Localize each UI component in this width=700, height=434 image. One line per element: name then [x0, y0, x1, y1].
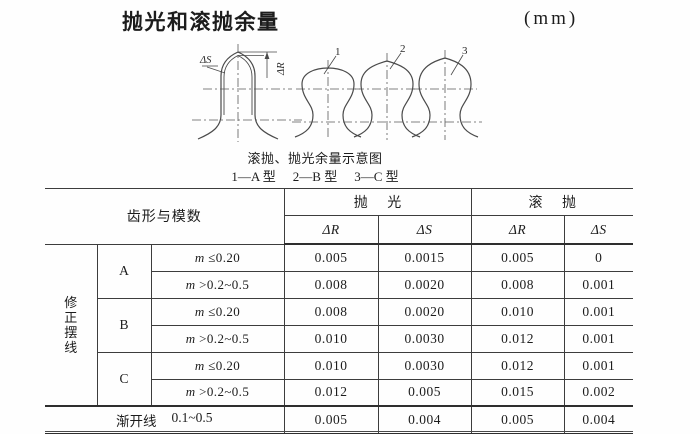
table-row: B m ≤0.20 0.008 0.0020 0.010 0.001: [45, 297, 634, 353]
legend-item-a: 1—A 型: [231, 169, 276, 184]
module-cell: m >0.2~0.5: [150, 270, 285, 299]
header-cell-polish: 抛 光: [283, 188, 472, 216]
value-cell: 0.002: [563, 378, 634, 407]
table-row: m >0.2~0.5 0.010 0.0030 0.012 0.001: [45, 324, 634, 353]
subheader-cell-polish-ds: ΔS: [377, 215, 472, 245]
dimension-lines: [202, 51, 464, 78]
value-cell: 0.008: [283, 270, 379, 299]
value-cell: 0.004: [377, 405, 472, 434]
table-footer-row: 渐开线 0.1~0.5 0.005 0.004 0.005 0.004: [45, 405, 634, 434]
type-cell-a: A: [96, 243, 152, 299]
delta-s-leader: [206, 66, 226, 74]
table-row: m >0.2~0.5 0.008 0.0020 0.008 0.001: [45, 270, 634, 299]
module-cell: m >0.2~0.5: [150, 324, 285, 353]
value-cell: 0.0020: [377, 297, 472, 326]
footer-label: 渐开线: [115, 414, 157, 429]
tooth-number-1: 1: [335, 46, 341, 58]
value-cell: 0: [563, 243, 634, 272]
module-variable: m: [185, 384, 196, 400]
footer-range: 0.1~0.5: [171, 410, 213, 425]
table-row: 修正摆线 A m ≤0.20 0.005 0.0015 0.005 0: [45, 243, 634, 407]
value-cell: 0.005: [377, 378, 472, 407]
module-variable: m: [194, 303, 205, 319]
header-cell-tooth-module: 齿形与模数: [45, 188, 285, 245]
module-condition: >0.2~0.5: [199, 330, 250, 346]
value-cell: 0.005: [470, 405, 565, 434]
header-cell-tumble: 滚 抛: [470, 188, 634, 216]
legend-item-b: 2—B 型: [292, 169, 338, 184]
value-cell: 0.005: [470, 243, 565, 272]
table-row: C m ≤0.20 0.010 0.0030 0.012 0.001: [45, 351, 634, 407]
page-title: 抛光和滚抛余量: [122, 10, 280, 34]
tooth-number-3: 3: [462, 45, 468, 57]
unit-label: (mm): [524, 8, 579, 29]
module-condition: >0.2~0.5: [199, 276, 250, 292]
footer-label-cell: 渐开线 0.1~0.5: [45, 405, 285, 434]
leader-2: [389, 52, 402, 70]
value-cell: 0.001: [563, 297, 634, 326]
value-cell: 0.0015: [377, 243, 472, 272]
value-cell: 0.0030: [377, 351, 472, 380]
module-cell: m ≤0.20: [150, 243, 285, 272]
module-cell: m ≤0.20: [150, 351, 285, 380]
subheader-cell-tumble-ds: ΔS: [563, 215, 634, 245]
module-variable: m: [185, 330, 196, 346]
delta-r-arrowhead: [264, 52, 270, 59]
module-cell: m ≤0.20: [150, 297, 285, 326]
legend-item-c: 3—C 型: [354, 169, 399, 184]
value-cell: 0.010: [283, 324, 379, 353]
module-cell: m >0.2~0.5: [150, 378, 285, 407]
value-cell: 0.010: [283, 351, 379, 380]
leader-1: [323, 55, 337, 75]
type-cell-c: C: [96, 351, 152, 407]
value-cell: 0.008: [283, 297, 379, 326]
table-bottom-double-rule: [45, 431, 633, 432]
module-condition: ≤0.20: [208, 249, 241, 265]
table-row: m >0.2~0.5 0.012 0.005 0.015 0.002: [45, 378, 634, 407]
delta-s-label: ΔS: [199, 55, 212, 66]
tooth-number-2: 2: [400, 43, 406, 55]
value-cell: 0.005: [283, 405, 379, 434]
value-cell: 0.005: [283, 243, 379, 272]
value-cell: 0.012: [283, 378, 379, 407]
value-cell: 0.015: [470, 378, 565, 407]
module-variable: m: [185, 276, 196, 292]
value-cell: 0.001: [563, 351, 634, 380]
allowance-table: 齿形与模数 抛 光 滚 抛 ΔR ΔS ΔR ΔS 修正摆线 A m ≤0.20 …: [45, 188, 634, 434]
row-group-cell: 修正摆线: [45, 243, 98, 407]
header-row-sub: ΔR ΔS ΔR ΔS: [45, 215, 634, 245]
module-condition: ≤0.20: [208, 357, 241, 373]
value-cell: 0.010: [470, 297, 565, 326]
gear-teeth-diagram: ΔS ΔR 1 2 3: [192, 43, 482, 142]
value-cell: 0.001: [563, 270, 634, 299]
value-cell: 0.001: [563, 324, 634, 353]
tooth-profiles: [197, 51, 479, 140]
centerlines: [192, 44, 482, 142]
value-cell: 0.004: [563, 405, 634, 434]
value-cell: 0.012: [470, 351, 565, 380]
value-cell: 0.0020: [377, 270, 472, 299]
value-cell: 0.012: [470, 324, 565, 353]
module-variable: m: [194, 249, 205, 265]
header-row-groups: 齿形与模数 抛 光 滚 抛: [45, 188, 634, 245]
module-condition: ≤0.20: [208, 303, 241, 319]
value-cell: 0.008: [470, 270, 565, 299]
type-cell-b: B: [96, 297, 152, 353]
subheader-cell-polish-dr: ΔR: [283, 215, 379, 245]
delta-r-label: ΔR: [276, 62, 287, 76]
row-group-label: 修正摆线: [64, 294, 78, 355]
value-cell: 0.0030: [377, 324, 472, 353]
figure-legend: 1—A 型 2—B 型 3—C 型: [110, 166, 520, 185]
subheader-cell-tumble-dr: ΔR: [470, 215, 565, 245]
leader-3: [450, 54, 464, 76]
footer-label-group: 渐开线 0.1~0.5: [45, 410, 283, 430]
figure-caption: 滚抛、抛光余量示意图: [247, 151, 383, 166]
module-condition: >0.2~0.5: [199, 384, 250, 400]
module-variable: m: [194, 357, 205, 373]
